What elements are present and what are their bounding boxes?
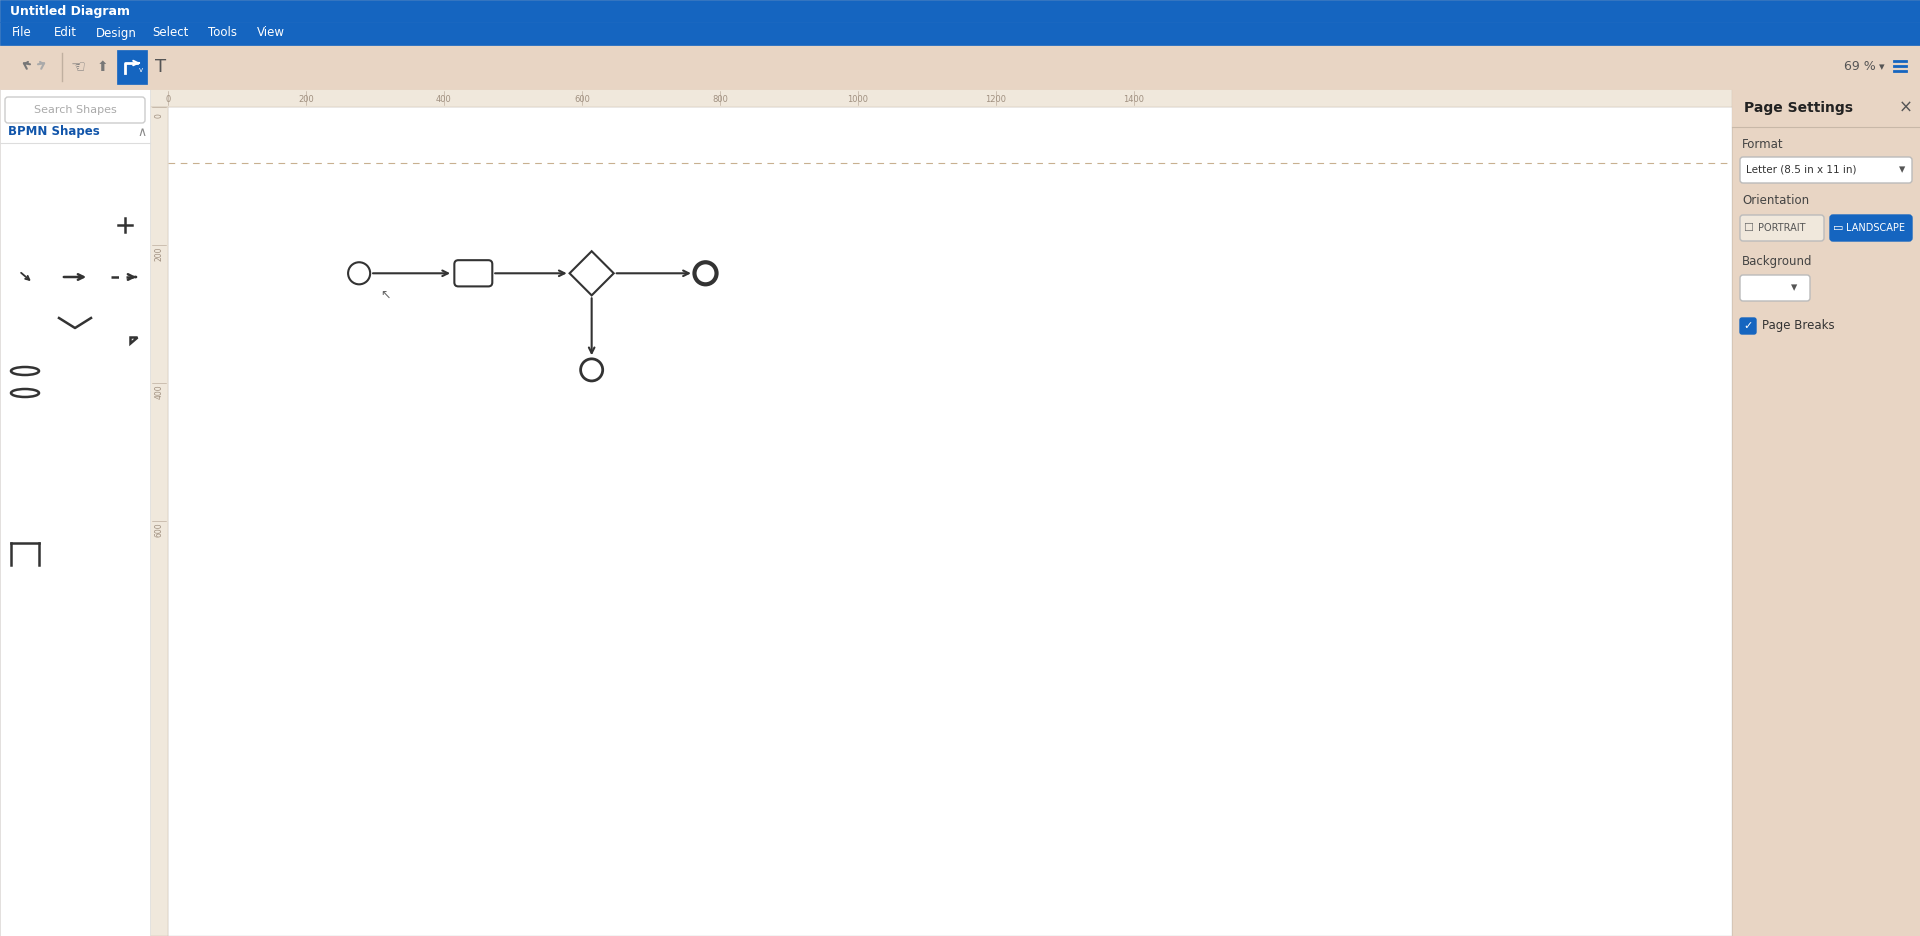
Text: View: View — [257, 26, 284, 39]
Text: ▾: ▾ — [1899, 164, 1905, 177]
Text: ∧: ∧ — [138, 125, 146, 139]
Circle shape — [10, 210, 40, 240]
Text: T: T — [156, 58, 167, 76]
Bar — [150, 107, 169, 936]
Text: 400: 400 — [436, 95, 451, 104]
Text: Orientation: Orientation — [1741, 195, 1809, 208]
Text: Page Breaks: Page Breaks — [1763, 319, 1836, 332]
Text: 1400: 1400 — [1123, 95, 1144, 104]
FancyBboxPatch shape — [8, 161, 42, 185]
FancyBboxPatch shape — [1740, 157, 1912, 183]
Text: 600: 600 — [154, 522, 163, 537]
Text: PORTRAIT: PORTRAIT — [1759, 223, 1805, 233]
Text: Edit: Edit — [54, 26, 77, 39]
FancyBboxPatch shape — [6, 97, 146, 123]
FancyBboxPatch shape — [1830, 215, 1912, 241]
FancyBboxPatch shape — [1740, 215, 1824, 241]
Text: Format: Format — [1741, 139, 1784, 152]
Bar — [60, 318, 90, 340]
Ellipse shape — [12, 389, 38, 397]
Bar — [117, 50, 148, 84]
Circle shape — [60, 210, 90, 240]
FancyBboxPatch shape — [1740, 318, 1757, 334]
Bar — [0, 0, 1920, 22]
Text: ▾: ▾ — [1791, 282, 1797, 295]
Text: ×: × — [1899, 99, 1912, 117]
Text: Tools: Tools — [207, 26, 236, 39]
Polygon shape — [58, 157, 92, 189]
FancyBboxPatch shape — [455, 260, 492, 286]
Text: 69 %: 69 % — [1843, 61, 1876, 74]
FancyBboxPatch shape — [12, 265, 40, 287]
Text: 200: 200 — [154, 247, 163, 261]
Text: 400: 400 — [154, 385, 163, 400]
Polygon shape — [570, 251, 614, 296]
Polygon shape — [12, 317, 38, 341]
Bar — [0, 45, 1920, 89]
Text: File: File — [12, 26, 33, 39]
Bar — [150, 89, 1732, 936]
Text: 800: 800 — [712, 95, 728, 104]
Polygon shape — [113, 315, 136, 343]
Bar — [0, 89, 150, 936]
Text: Design: Design — [96, 26, 136, 39]
Circle shape — [695, 262, 716, 285]
Text: 0: 0 — [165, 95, 171, 104]
Text: Select: Select — [152, 26, 188, 39]
Bar — [2, 252, 50, 302]
Text: Background: Background — [1741, 255, 1812, 268]
Text: ✓: ✓ — [1743, 321, 1753, 331]
Bar — [12, 371, 38, 393]
Text: ☜: ☜ — [71, 58, 84, 76]
Text: ☐: ☐ — [1743, 223, 1753, 233]
Text: Search Shapes: Search Shapes — [35, 105, 117, 115]
Text: Page Settings: Page Settings — [1743, 101, 1853, 115]
Bar — [150, 89, 1732, 107]
Circle shape — [109, 158, 140, 188]
Bar — [12, 371, 38, 393]
Circle shape — [348, 262, 371, 285]
Text: v: v — [138, 67, 144, 73]
Text: ▭: ▭ — [1834, 223, 1843, 233]
Bar — [1732, 89, 1920, 127]
FancyBboxPatch shape — [1740, 275, 1811, 301]
Text: 600: 600 — [574, 95, 589, 104]
Text: Letter (8.5 in x 11 in): Letter (8.5 in x 11 in) — [1745, 165, 1857, 175]
Text: 1000: 1000 — [847, 95, 868, 104]
Circle shape — [580, 358, 603, 381]
Bar — [0, 22, 1920, 45]
Text: ↖: ↖ — [380, 289, 390, 302]
FancyBboxPatch shape — [10, 268, 36, 290]
Text: 200: 200 — [298, 95, 313, 104]
Text: BPMN Shapes: BPMN Shapes — [8, 125, 100, 139]
Polygon shape — [131, 337, 136, 343]
Bar — [169, 107, 1732, 936]
Text: 1200: 1200 — [985, 95, 1006, 104]
Text: LANDSCAPE: LANDSCAPE — [1845, 223, 1905, 233]
Ellipse shape — [12, 367, 38, 375]
Text: Untitled Diagram: Untitled Diagram — [10, 5, 131, 18]
Bar — [1732, 0, 1920, 936]
FancyBboxPatch shape — [109, 213, 140, 237]
Text: 0: 0 — [154, 113, 163, 119]
Text: ⬆: ⬆ — [96, 60, 108, 74]
Text: ▾: ▾ — [1880, 62, 1885, 72]
